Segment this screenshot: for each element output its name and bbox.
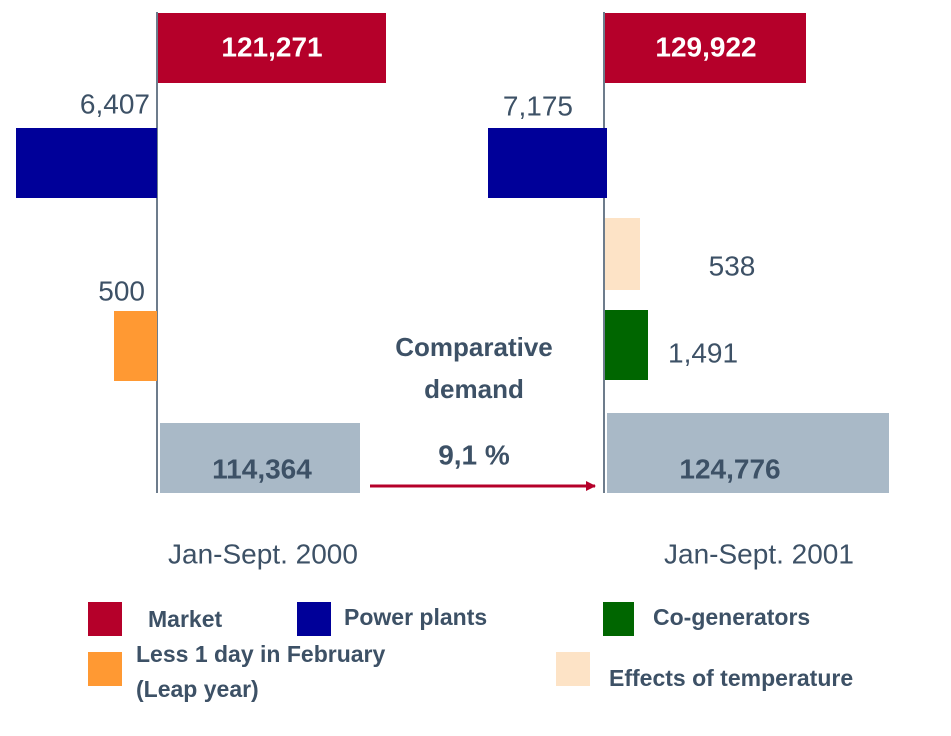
power-plants-bar (488, 128, 607, 198)
bar-label: 500 (98, 275, 145, 306)
legend-label: Co-generators (653, 604, 810, 630)
bar-label: 7,175 (503, 90, 573, 121)
bar-label: 124,776 (679, 453, 780, 484)
bar-label: 1,491 (668, 337, 738, 368)
bar-label: 121,271 (221, 31, 322, 62)
legend-swatch (297, 602, 331, 636)
leap-year-bar (114, 311, 157, 381)
comparison-text: demand (424, 374, 524, 404)
legend-label: Market (148, 606, 222, 632)
period-label: Jan-Sept. 2001 (664, 538, 854, 569)
comparison-text: Comparative (395, 332, 553, 362)
temperature-bar (605, 218, 640, 290)
legend-label: (Leap year) (136, 676, 259, 702)
period-label: Jan-Sept. 2000 (168, 538, 358, 569)
bar-label: 114,364 (212, 453, 312, 484)
legend-swatch (603, 602, 634, 636)
legend-label: Effects of temperature (609, 665, 853, 691)
bar-label: 6,407 (80, 88, 150, 119)
legend-swatch (556, 652, 590, 686)
legend-swatch (88, 602, 122, 636)
market-bar (605, 13, 806, 83)
legend-swatch (88, 652, 122, 686)
bar-label: 538 (709, 250, 756, 281)
co-generators-bar (605, 310, 648, 380)
market-bar (158, 13, 386, 83)
power-plants-bar (16, 128, 157, 198)
legend-label: Power plants (344, 604, 487, 630)
base-bar (607, 413, 889, 493)
base-bar (160, 423, 360, 493)
legend-label: Less 1 day in February (136, 641, 385, 667)
comparison-value: 9,1 % (438, 439, 510, 470)
bar-label: 129,922 (655, 31, 756, 62)
